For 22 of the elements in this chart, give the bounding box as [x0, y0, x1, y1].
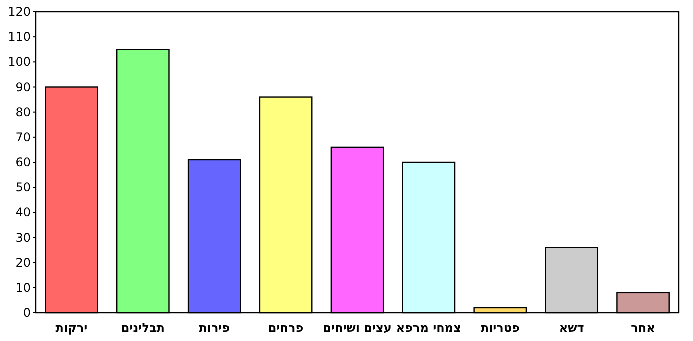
xtick: אחר [631, 321, 656, 335]
ytick: 70 [16, 130, 31, 144]
ytick: 20 [16, 256, 31, 270]
ytick: 90 [16, 80, 31, 94]
xtick: פרחים [268, 321, 304, 335]
xtick: ירקות [56, 321, 88, 335]
ytick: 100 [8, 55, 31, 70]
ytick: 40 [16, 206, 31, 220]
xtick: עצים ושיחים [323, 321, 392, 335]
xtick: צמחי מרפא [396, 321, 462, 335]
ytick: 80 [16, 105, 31, 120]
xtick: פירות [199, 321, 230, 335]
ytick: 0 [23, 306, 31, 320]
ytick: 60 [16, 156, 31, 170]
ytick: 30 [16, 230, 31, 245]
xtick: תבלינים [121, 321, 165, 335]
ytick: 50 [16, 180, 31, 195]
xtick: פטריות [480, 321, 520, 335]
ytick: 120 [8, 5, 31, 19]
ytick: 110 [8, 30, 31, 44]
ytick: 10 [16, 280, 31, 295]
xtick: דשא [559, 321, 584, 335]
